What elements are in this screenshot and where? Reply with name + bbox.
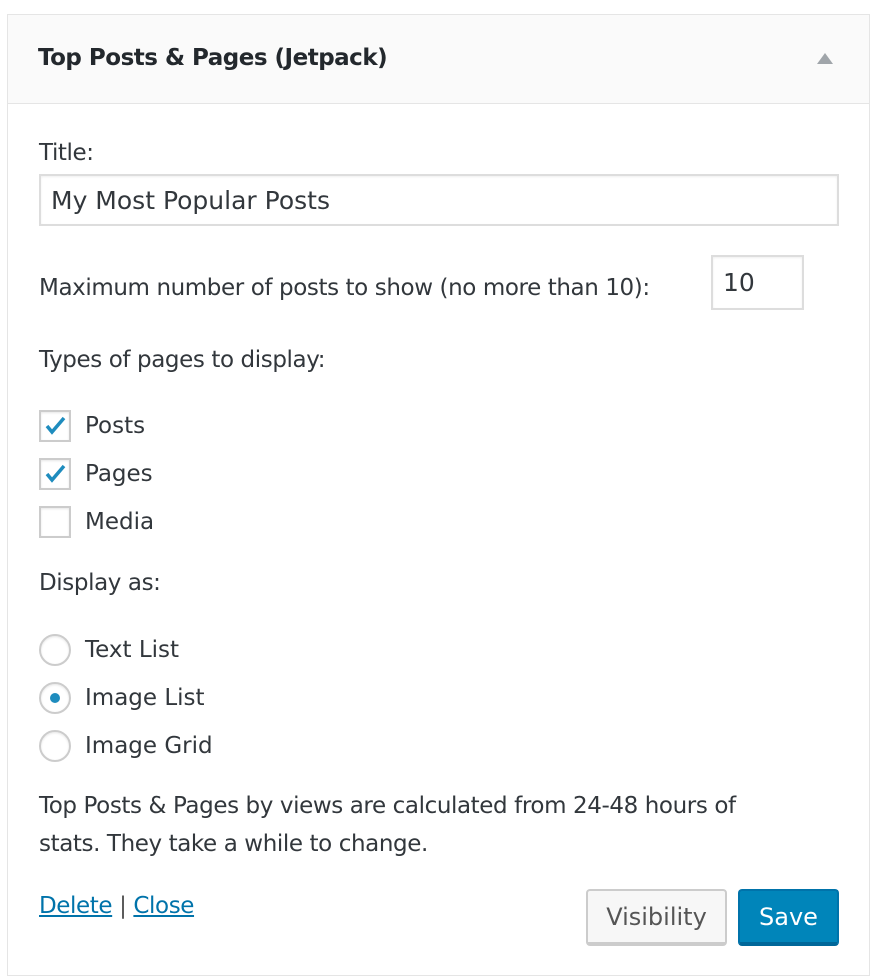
widget-header[interactable]: Top Posts & Pages (Jetpack) <box>8 15 869 104</box>
image-list-label: Image List <box>85 685 205 711</box>
image-grid-radio[interactable] <box>39 730 71 762</box>
posts-label: Posts <box>85 413 146 439</box>
title-input[interactable] <box>39 174 839 226</box>
text-list-label: Text List <box>85 637 180 663</box>
posts-checkbox[interactable] <box>39 410 71 442</box>
triangle-up-icon[interactable] <box>817 53 833 64</box>
save-button[interactable]: Save <box>738 889 839 946</box>
link-separator: | <box>119 893 127 919</box>
check-icon <box>45 464 66 483</box>
media-checkbox[interactable] <box>39 506 71 538</box>
text-list-radio[interactable] <box>39 634 71 666</box>
note-line-2: stats. They take a while to change. <box>39 831 428 857</box>
image-list-radio[interactable] <box>39 682 71 714</box>
radio-dot <box>50 693 60 703</box>
title-label: Title: <box>39 140 94 166</box>
image-grid-label: Image Grid <box>85 733 213 759</box>
pages-checkbox[interactable] <box>39 458 71 490</box>
max-posts-input[interactable] <box>711 255 804 310</box>
note-line-1: Top Posts & Pages by views are calculate… <box>39 793 736 819</box>
delete-link[interactable]: Delete <box>39 893 113 919</box>
pages-label: Pages <box>85 461 153 487</box>
media-label: Media <box>85 509 155 535</box>
check-icon <box>45 416 66 435</box>
visibility-button[interactable]: Visibility <box>586 889 727 946</box>
types-label: Types of pages to display: <box>39 347 326 373</box>
widget-panel: Top Posts & Pages (Jetpack) Title: Maxim… <box>7 14 870 976</box>
widget-title: Top Posts & Pages (Jetpack) <box>38 45 388 71</box>
max-posts-label: Maximum number of posts to show (no more… <box>39 275 650 301</box>
display-label: Display as: <box>39 570 161 596</box>
close-link[interactable]: Close <box>133 893 195 919</box>
